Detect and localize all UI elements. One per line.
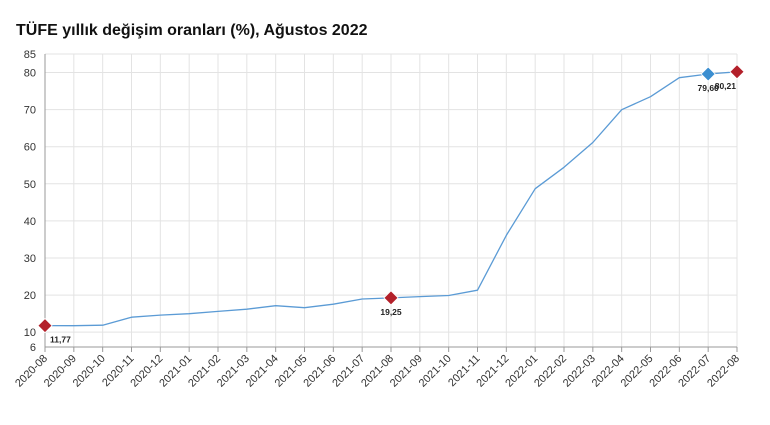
x-tick-label: 2021-10: [417, 353, 454, 390]
data-point: [649, 95, 653, 99]
y-tick-label: 40: [24, 216, 36, 228]
data-point: [187, 312, 191, 316]
y-tick-label: 60: [24, 142, 36, 154]
x-tick-label: 2020-10: [71, 353, 108, 390]
marker-layer: [37, 64, 745, 334]
data-point: [245, 307, 249, 311]
highlight-marker: [729, 64, 745, 80]
y-tick-label: 20: [24, 290, 36, 302]
data-point: [418, 295, 422, 299]
y-tick-label: 10: [24, 327, 36, 339]
highlight-marker: [383, 290, 399, 306]
data-point: [677, 76, 681, 80]
data-point: [591, 140, 595, 144]
x-tick-label: 2022-08: [705, 353, 742, 390]
axis-layer: 61020304050607080852020-082020-092020-10…: [13, 49, 742, 390]
data-point: [360, 297, 364, 301]
data-point: [504, 233, 508, 237]
data-point: [562, 165, 566, 169]
data-point: [476, 288, 480, 292]
y-tick-label: 30: [24, 253, 36, 265]
data-point: [331, 302, 335, 306]
highlight-marker: [37, 318, 53, 334]
y-tick-label: 50: [24, 179, 36, 191]
data-label: 80,21: [715, 81, 737, 91]
data-point: [72, 324, 76, 328]
data-label: 19,25: [380, 307, 402, 317]
data-point: [274, 304, 278, 308]
y-tick-label: 85: [24, 49, 36, 61]
y-tick-label: 6: [30, 342, 36, 354]
highlight-marker: [700, 66, 716, 82]
data-label: 11,77: [50, 335, 71, 345]
data-point: [130, 315, 134, 319]
y-tick-label: 80: [24, 68, 36, 80]
data-point: [533, 187, 537, 191]
y-tick-label: 70: [24, 105, 36, 117]
data-point: [447, 293, 451, 297]
data-point: [101, 323, 105, 327]
data-point: [158, 313, 162, 317]
data-point: [620, 108, 624, 112]
data-point: [216, 309, 220, 313]
data-label: 79,60: [698, 83, 720, 93]
data-point: [303, 306, 307, 310]
chart-title: TÜFE yıllık değişim oranları (%), Ağusto…: [16, 22, 368, 39]
